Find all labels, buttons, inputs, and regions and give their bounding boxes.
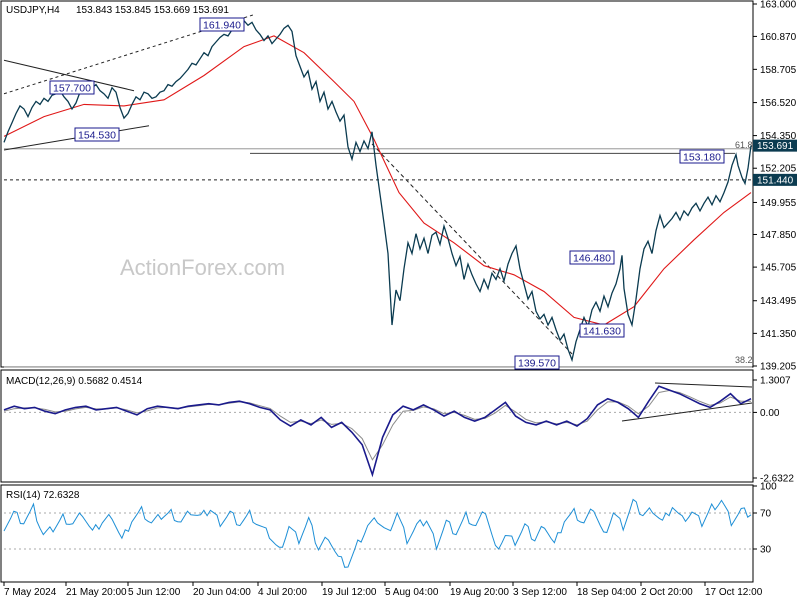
macd-y-tick-label: -2.6322 xyxy=(760,474,794,485)
rsi-pane xyxy=(0,484,754,583)
macd-y-tick-label: 0.00 xyxy=(760,408,780,419)
annotation-label: 157.700 xyxy=(53,83,91,95)
triangle-upper-line xyxy=(3,59,135,92)
price-y-tick-label: 158.705 xyxy=(760,65,797,76)
annotation-box xyxy=(679,149,725,164)
price-y-tick-label: 160.870 xyxy=(760,32,797,43)
rsi-header: RSI(14) 72.6328 xyxy=(6,490,80,501)
annotation-box xyxy=(49,80,95,95)
price-y-tick-label: 147.850 xyxy=(760,230,797,241)
price-tag xyxy=(753,139,797,152)
x-tick-label: 5 Aug 04:00 xyxy=(385,587,439,598)
annotation-box xyxy=(579,323,625,338)
macd-signal-line xyxy=(3,389,751,461)
rsi-y-tick-label: 70 xyxy=(760,509,772,520)
price-y-tick-label: 149.955 xyxy=(760,198,797,209)
macd-triangle-lower-line xyxy=(621,402,753,422)
x-tick-label: 5 Jun 12:00 xyxy=(128,587,181,598)
macd-line xyxy=(3,385,752,478)
price-y-tick-label: 154.350 xyxy=(760,131,797,142)
moving-average-line xyxy=(3,35,752,326)
x-tick-label: 20 Jun 04:00 xyxy=(193,587,251,598)
x-tick-label: 19 Jul 12:00 xyxy=(322,587,377,598)
macd-pane xyxy=(0,369,754,483)
price-line xyxy=(3,19,752,363)
macd-triangle-upper-line xyxy=(654,382,753,388)
price-y-tick-label: 143.495 xyxy=(760,296,797,307)
annotation-box xyxy=(514,355,560,370)
fib-label-bottom: 38.2 xyxy=(735,355,753,365)
chart-header-ohlc: 153.843 153.845 153.669 153.691 xyxy=(76,5,229,16)
price-tag xyxy=(753,173,797,186)
x-tick-label: 3 Sep 12:00 xyxy=(513,587,567,598)
price-tag-label: 153.691 xyxy=(757,141,794,152)
rsi-y-tick-label: 30 xyxy=(760,545,772,556)
x-tick-label: 2 Oct 20:00 xyxy=(641,587,693,598)
annotation-box xyxy=(569,250,615,265)
fib-label-top: 61.8 xyxy=(735,140,753,150)
price-y-tick-label: 163.000 xyxy=(760,0,797,11)
annotation-label: 139.570 xyxy=(518,358,556,370)
annotation-label: 154.530 xyxy=(78,130,116,142)
x-tick-label: 4 Jul 20:00 xyxy=(258,587,307,598)
price-tag-label: 151.440 xyxy=(757,175,794,186)
dashed-down-trendline xyxy=(371,143,573,355)
annotation-label: 146.480 xyxy=(573,253,611,265)
x-tick-label: 19 Aug 20:00 xyxy=(450,587,509,598)
annotation-box xyxy=(199,17,245,32)
annotation-label: 153.180 xyxy=(683,152,721,164)
x-tick-label: 18 Sep 04:00 xyxy=(577,587,637,598)
price-pane xyxy=(0,0,754,368)
rsi-y-tick-label: 100 xyxy=(760,482,777,493)
price-y-tick-label: 139.205 xyxy=(760,362,797,373)
x-tick-label: 17 Oct 12:00 xyxy=(705,587,763,598)
annotation-label: 141.630 xyxy=(583,326,621,338)
annotation-box xyxy=(74,127,120,142)
annotation-label: 161.940 xyxy=(203,20,241,32)
price-y-tick-label: 156.520 xyxy=(760,98,797,109)
chart-header-symbol: USDJPY,H4 xyxy=(6,5,60,16)
macd-header: MACD(12,26,9) 0.5682 0.4514 xyxy=(6,376,143,387)
x-tick-label: 21 May 20:00 xyxy=(66,587,127,598)
watermark: ActionForex.com xyxy=(120,255,285,280)
price-y-tick-label: 152.205 xyxy=(760,164,797,175)
price-y-tick-label: 145.705 xyxy=(760,263,797,274)
rsi-line xyxy=(3,498,752,568)
macd-y-tick-label: 1.3007 xyxy=(760,376,791,387)
price-y-tick-label: 141.350 xyxy=(760,329,797,340)
x-tick-label: 7 May 2024 xyxy=(4,587,57,598)
